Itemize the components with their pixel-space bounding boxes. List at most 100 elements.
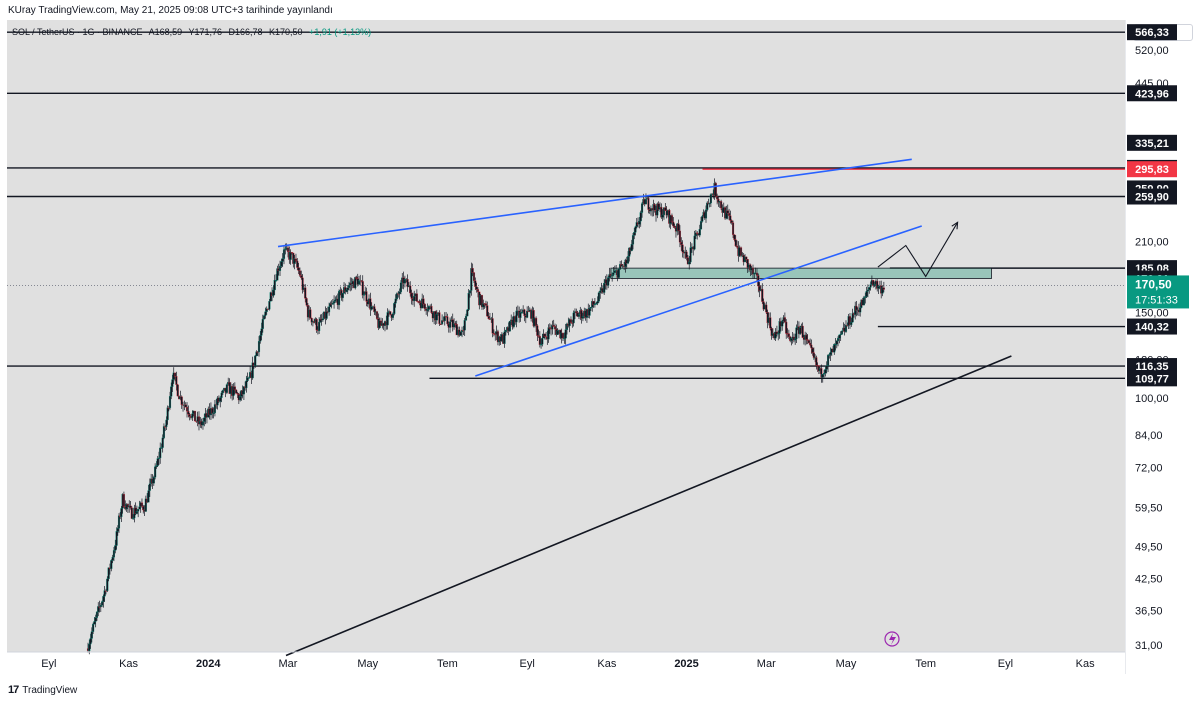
price-badge[interactable] [1127, 85, 1177, 102]
candle-body [714, 182, 717, 197]
candle-body [543, 333, 546, 337]
candle-body [235, 389, 238, 394]
candle-body [523, 309, 526, 316]
candle-body [257, 341, 261, 353]
candle-body [220, 392, 223, 398]
price-badge[interactable] [1127, 358, 1177, 375]
price-badge[interactable] [1127, 370, 1177, 387]
candle-body [92, 623, 95, 632]
candle-body [289, 252, 292, 260]
current-price-badge[interactable] [1127, 275, 1189, 309]
price-tick-label: 520,00 [1135, 45, 1169, 57]
candle-body [273, 280, 276, 291]
candle-body [184, 404, 187, 408]
candle-body [820, 368, 823, 378]
time-axis-label: 2024 [196, 658, 221, 670]
projection-arrow[interactable] [877, 222, 959, 278]
candle-body [564, 329, 567, 339]
candle-body [866, 289, 869, 292]
candle-body [409, 285, 412, 294]
price-tick-label: 49,50 [1135, 541, 1163, 553]
candle-body [423, 303, 426, 309]
candle-body [213, 404, 216, 414]
candle-body [599, 290, 602, 293]
candle-body [644, 199, 648, 205]
lower-trendline[interactable] [475, 225, 922, 377]
candle-body [670, 215, 674, 223]
candle-body [795, 327, 798, 340]
symbol-name[interactable]: SOL / TetherUS · 1G · BINANCE [12, 27, 143, 37]
candle-body [572, 312, 575, 324]
price-badge[interactable] [1127, 24, 1177, 41]
candle-body [94, 617, 97, 622]
candle-body [595, 303, 598, 305]
support-zone[interactable] [610, 267, 992, 279]
candle-body [850, 322, 853, 325]
candle-body [519, 312, 522, 318]
candle-body [470, 268, 473, 291]
candle-body [790, 338, 793, 341]
candle-body [565, 323, 569, 330]
price-badge-label: 109,77 [1135, 373, 1169, 385]
price-axis[interactable]: 520,00445,00270,00210,00150,00120,00100,… [1125, 20, 1200, 674]
candle-body [260, 328, 263, 336]
candle-body [261, 318, 264, 329]
low-value: D166,78 [228, 27, 263, 37]
candle-body [869, 284, 872, 288]
candle-body [427, 306, 430, 310]
candle-body [165, 419, 168, 427]
price-badge[interactable] [1127, 188, 1177, 205]
candle-body [138, 506, 141, 510]
candle-body [716, 195, 719, 200]
candle-body [810, 344, 813, 349]
candle-body [95, 611, 99, 618]
candle-body [739, 247, 743, 256]
candle-body [171, 379, 174, 387]
candle-body [168, 396, 172, 409]
candle-body [413, 295, 416, 302]
candle-body [751, 267, 755, 275]
candle-body [480, 294, 484, 308]
candle-body [475, 286, 478, 290]
candle-body [233, 386, 236, 391]
candle-body [541, 337, 544, 345]
candle-body [538, 336, 541, 345]
price-tick-label: 84,00 [1135, 430, 1163, 442]
candle-body [612, 272, 615, 276]
candle-body [89, 638, 92, 645]
candle-body [581, 316, 584, 319]
candle-body [624, 259, 627, 267]
candle-body [443, 316, 446, 322]
candle-body [399, 282, 402, 293]
candle-body [90, 631, 93, 639]
candle-body [840, 330, 844, 335]
candle-body [175, 376, 178, 385]
candle-body [746, 259, 749, 268]
upper-trendline[interactable] [277, 158, 912, 248]
candle-body [97, 606, 100, 613]
candle-body [355, 277, 358, 279]
candle-body [781, 320, 784, 327]
time-axis-label: May [357, 658, 378, 670]
candle-body [758, 285, 761, 291]
price-badge[interactable] [1127, 318, 1177, 335]
price-badge-label: 423,96 [1135, 88, 1169, 100]
candle-body [706, 202, 709, 210]
close-value: K170,50 [269, 27, 303, 37]
candle-body [639, 212, 642, 222]
lightning-icon[interactable] [884, 631, 900, 647]
price-badge[interactable] [1127, 134, 1177, 151]
candle-body [881, 287, 884, 294]
candle-body [430, 305, 433, 313]
candle-body [827, 354, 830, 366]
long-trendline[interactable] [285, 355, 1012, 657]
price-badge[interactable] [1127, 161, 1177, 178]
candle-body [734, 239, 737, 247]
brand-name: TradingView [22, 684, 78, 696]
price-chart[interactable]: Eyl Kas 2024 Mar May Tem Eyl Kas 2025 Mar May Tem Ey… [7, 20, 1125, 674]
candle-body [346, 287, 349, 291]
candle-body [577, 314, 581, 317]
candle-body [775, 331, 778, 335]
tradingview-logo[interactable]: 17 TradingView [8, 684, 77, 696]
candle-body [375, 311, 379, 319]
